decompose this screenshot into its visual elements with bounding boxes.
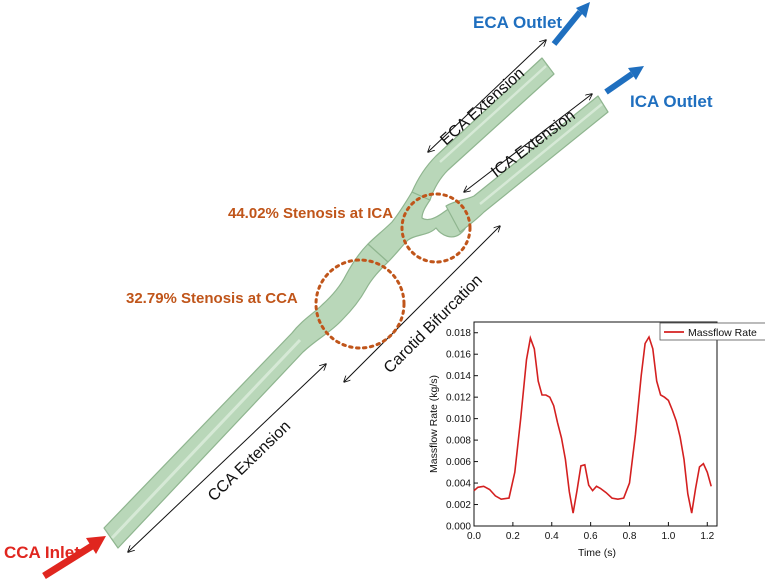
chart-y-tick-label: 0.002 (446, 500, 471, 511)
ica-stenosis-circle (400, 192, 472, 264)
chart-x-tick-label: 0.4 (545, 531, 559, 542)
chart-x-tick-label: 1.2 (700, 531, 714, 542)
massflow-chart: 0.000 0.002 0.004 0.006 0.008 0.010 0.012 0.014… (428, 321, 765, 559)
cca-inlet-arrow (42, 536, 106, 579)
chart-legend-label: Massflow Rate (688, 327, 757, 339)
chart-y-axis: 0.000 0.002 0.004 0.006 0.008 0.010 0.012 0.014… (446, 328, 478, 533)
chart-plot-area (473, 321, 718, 527)
ica-outlet-label: ICA Outlet (630, 92, 713, 111)
carotid-bifurcation-arrow (344, 226, 500, 382)
chart-y-axis-title: Massflow Rate (kg/s) (428, 375, 440, 473)
chart-x-tick-label: 1.0 (661, 531, 675, 542)
ica-stenosis-label: 44.02% Stenosis at ICA (228, 205, 393, 222)
cca-stenosis-circle (314, 258, 406, 350)
chart-x-axis: 0.0 0.2 0.4 0.6 0.8 1.0 1.2 (467, 522, 715, 542)
chart-y-tick-label: 0.008 (446, 436, 471, 447)
eca-outlet-arrow (551, 2, 590, 46)
chart-x-tick-label: 0.6 (584, 531, 598, 542)
eca-outlet-label: ECA Outlet (473, 13, 562, 32)
chart-y-tick-label: 0.010 (446, 414, 471, 425)
chart-series-massflow-rate (473, 335, 712, 514)
chart-x-tick-label: 0.8 (623, 531, 637, 542)
cca-extension-arrow (128, 364, 326, 552)
cca-inlet-label: CCA Inlet (4, 543, 80, 562)
chart-x-axis-title: Time (s) (578, 547, 616, 559)
carotid-bifurcation-label: Carotid Bifurcation (381, 272, 486, 377)
chart-legend: Massflow Rate (659, 322, 765, 341)
chart-x-tick-label: 0.0 (467, 531, 481, 542)
chart-y-tick-label: 0.018 (446, 328, 471, 339)
chart-x-tick-label: 0.2 (506, 531, 520, 542)
chart-y-tick-label: 0.004 (446, 479, 471, 490)
chart-y-tick-label: 0.016 (446, 350, 471, 361)
cca-stenosis-label: 32.79% Stenosis at CCA (126, 290, 298, 307)
ica-extension-arrow (464, 94, 592, 192)
ica-outlet-arrow (604, 66, 644, 95)
chart-y-tick-label: 0.014 (446, 371, 471, 382)
chart-y-tick-label: 0.012 (446, 393, 471, 404)
chart-y-tick-label: 0.000 (446, 522, 471, 533)
chart-y-tick-label: 0.006 (446, 457, 471, 468)
